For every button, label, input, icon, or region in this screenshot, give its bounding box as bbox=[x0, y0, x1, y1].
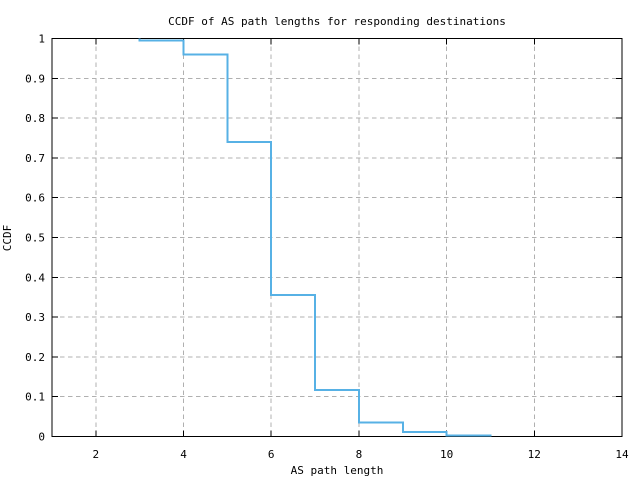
y-tick-label: 0.1 bbox=[25, 391, 45, 404]
y-tick-label: 0.2 bbox=[25, 351, 45, 364]
grid-layer bbox=[52, 38, 622, 437]
y-tick-label: 0.8 bbox=[25, 112, 45, 125]
x-tick-label: 10 bbox=[440, 448, 453, 461]
y-tick-label: 0.3 bbox=[25, 311, 45, 324]
x-tick-label: 2 bbox=[93, 448, 100, 461]
y-tick-label: 0.5 bbox=[25, 232, 45, 245]
x-tick-label: 12 bbox=[528, 448, 541, 461]
y-tick-label: 0.6 bbox=[25, 192, 45, 205]
y-tick-label: 0 bbox=[38, 431, 45, 444]
x-axis-label: AS path length bbox=[291, 464, 384, 477]
x-tick-label: 4 bbox=[180, 448, 187, 461]
y-tick-label: 0.4 bbox=[25, 271, 45, 284]
y-tick-label: 0.7 bbox=[25, 152, 45, 165]
chart-title: CCDF of AS path lengths for responding d… bbox=[168, 15, 506, 28]
tick-label-layer: 2 4 6 8 10 12 14 0 0.1 0.2 0.3 0.4 0.5 0.6 0.7 0.8 0.9 1 bbox=[25, 33, 629, 462]
y-tick-label: 0.9 bbox=[25, 72, 45, 85]
x-tick-label: 14 bbox=[615, 448, 629, 461]
tick-layer bbox=[52, 38, 623, 437]
y-axis-label: CCDF bbox=[1, 225, 14, 252]
x-tick-label: 8 bbox=[356, 448, 363, 461]
y-tick-label: 1 bbox=[38, 33, 45, 46]
ccdf-step-curve bbox=[138, 38, 492, 437]
x-tick-label: 6 bbox=[268, 448, 275, 461]
